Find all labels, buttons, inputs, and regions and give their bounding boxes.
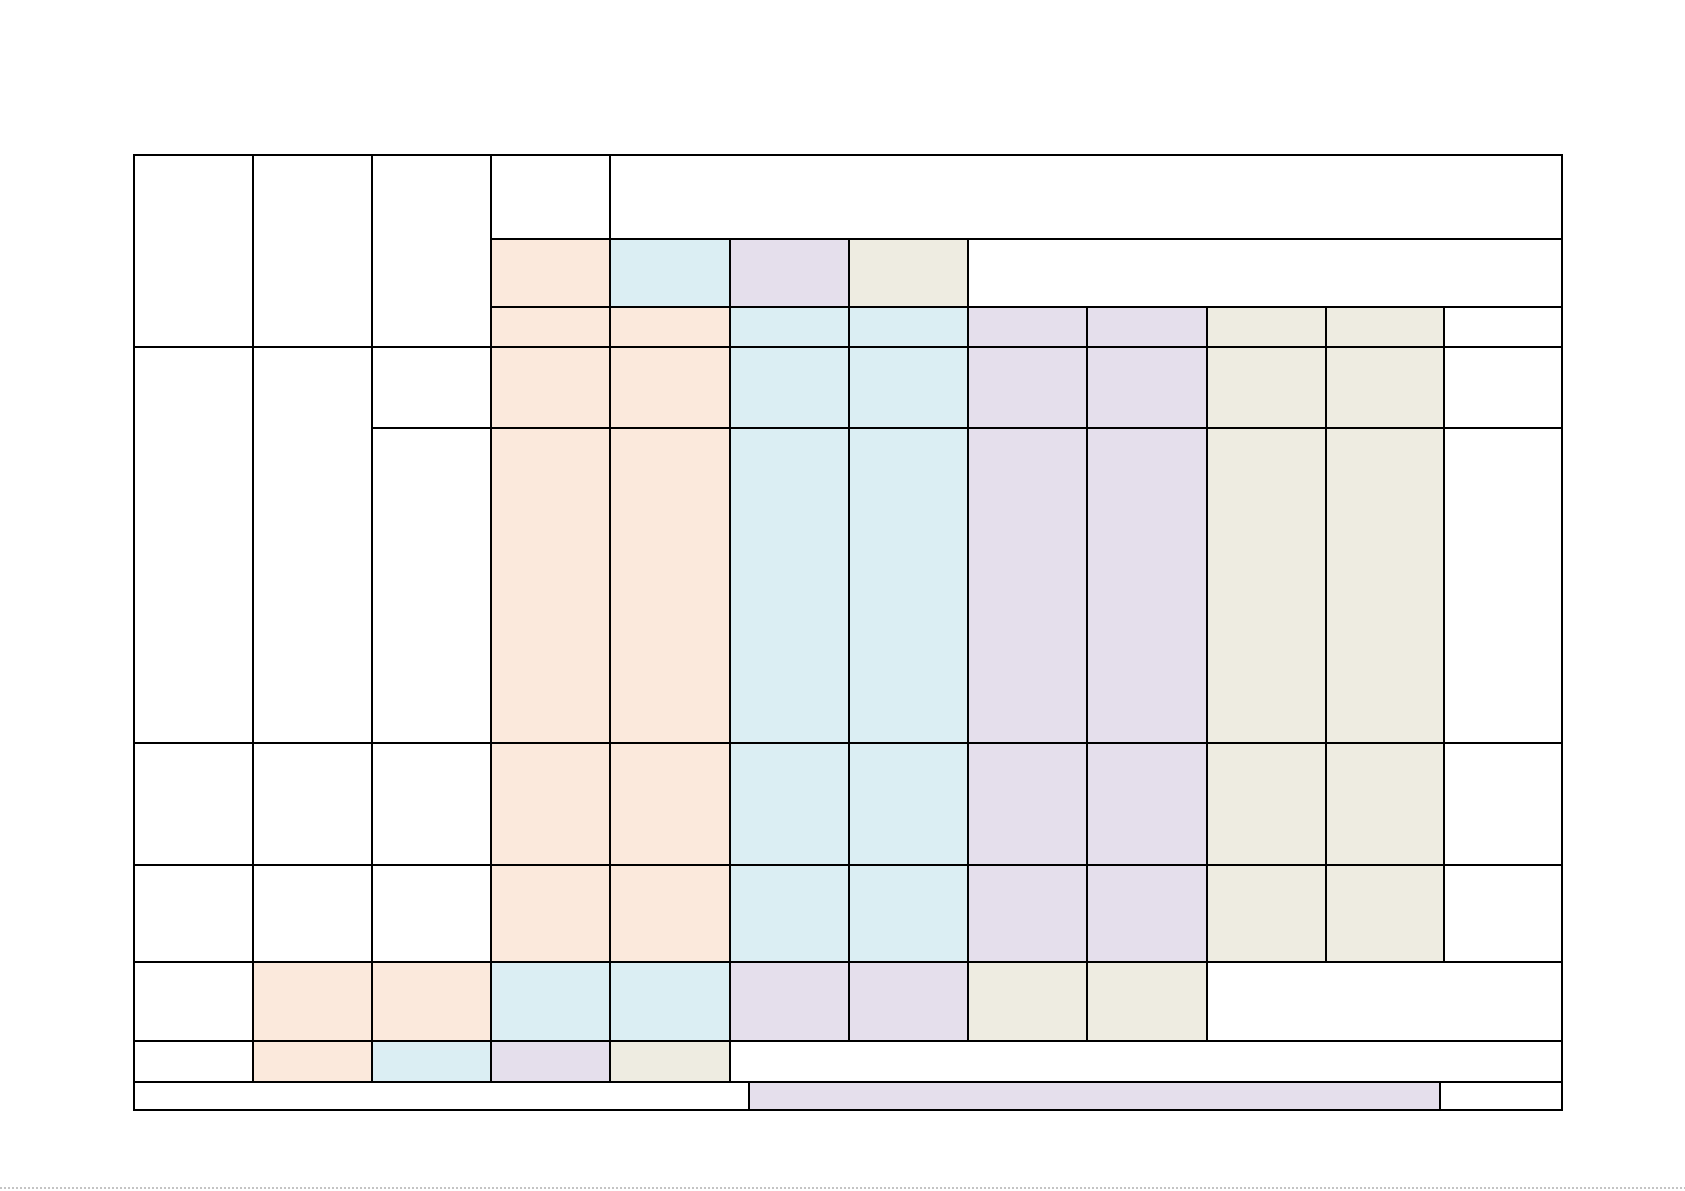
table-cell [1325, 427, 1445, 744]
table-cell [133, 1081, 750, 1111]
table-cell [490, 742, 611, 866]
table-cell [1086, 346, 1208, 429]
table-cell [1086, 742, 1208, 866]
table-cell [1206, 346, 1327, 429]
table-cell [490, 1040, 611, 1083]
table-cell [609, 154, 1563, 240]
table-cell [967, 306, 1088, 348]
table-cell [371, 346, 492, 429]
table-cell [729, 961, 850, 1042]
table-cell [609, 1040, 731, 1083]
table-cell [729, 238, 850, 308]
table-cell [252, 961, 373, 1042]
table-cell [609, 306, 731, 348]
table-cell [729, 346, 850, 429]
table-cell [1206, 427, 1327, 744]
table-cell [133, 961, 254, 1042]
table-cell [1206, 742, 1327, 866]
table-cell [609, 961, 731, 1042]
table-cell [1086, 864, 1208, 963]
table-cell [609, 864, 731, 963]
table-cell [133, 154, 254, 348]
table-cell [848, 961, 969, 1042]
table-cell [748, 1081, 1441, 1111]
table-cell [371, 864, 492, 963]
table-cell [967, 238, 1563, 308]
table-cell [371, 427, 492, 744]
table-cell [967, 427, 1088, 744]
table-cell [729, 1040, 1563, 1083]
table-cell [1206, 961, 1563, 1042]
table-cell [967, 864, 1088, 963]
table-cell [1443, 742, 1563, 866]
table-cell [848, 864, 969, 963]
table-cell [133, 1040, 254, 1083]
table-cell [729, 306, 850, 348]
table-cell [729, 742, 850, 866]
table-cell [1086, 961, 1208, 1042]
table-cell [1443, 306, 1563, 348]
table-cell [1206, 306, 1327, 348]
table-cell [371, 154, 492, 348]
table-cell [1325, 306, 1445, 348]
table-cell [490, 427, 611, 744]
table-cell [1325, 864, 1445, 963]
table-cell [490, 864, 611, 963]
table-cell [252, 1040, 373, 1083]
table-cell [252, 742, 373, 866]
table-cell [252, 346, 373, 744]
table-cell [490, 961, 611, 1042]
table-cell [609, 238, 731, 308]
table-cell [609, 742, 731, 866]
table-cell [1086, 306, 1208, 348]
table-cell [848, 427, 969, 744]
table-cell [1443, 346, 1563, 429]
table-cell [1439, 1081, 1563, 1111]
table-cell [848, 238, 969, 308]
table-cell [609, 427, 731, 744]
table-cell [490, 306, 611, 348]
table-cell [609, 346, 731, 429]
table-cell [371, 1040, 492, 1083]
table-cell [490, 346, 611, 429]
table-cell [133, 864, 254, 963]
table-cell [967, 742, 1088, 866]
table-cell [133, 346, 254, 744]
table-cell [371, 961, 492, 1042]
table-cell [848, 742, 969, 866]
table-cell [252, 864, 373, 963]
table-cell [729, 427, 850, 744]
table-cell [848, 306, 969, 348]
table-cell [490, 238, 611, 308]
table-cell [1325, 742, 1445, 866]
table-cell [1443, 427, 1563, 744]
table-cell [133, 742, 254, 866]
table-cell [848, 346, 969, 429]
table-cell [967, 961, 1088, 1042]
table-cell [1443, 864, 1563, 963]
table-cell [252, 154, 373, 348]
table-cell [371, 742, 492, 866]
table-cell [729, 864, 850, 963]
table-cell [1086, 427, 1208, 744]
table-cell [1206, 864, 1327, 963]
table-cell [967, 346, 1088, 429]
table-cell [1325, 346, 1445, 429]
table-cell [490, 154, 611, 240]
